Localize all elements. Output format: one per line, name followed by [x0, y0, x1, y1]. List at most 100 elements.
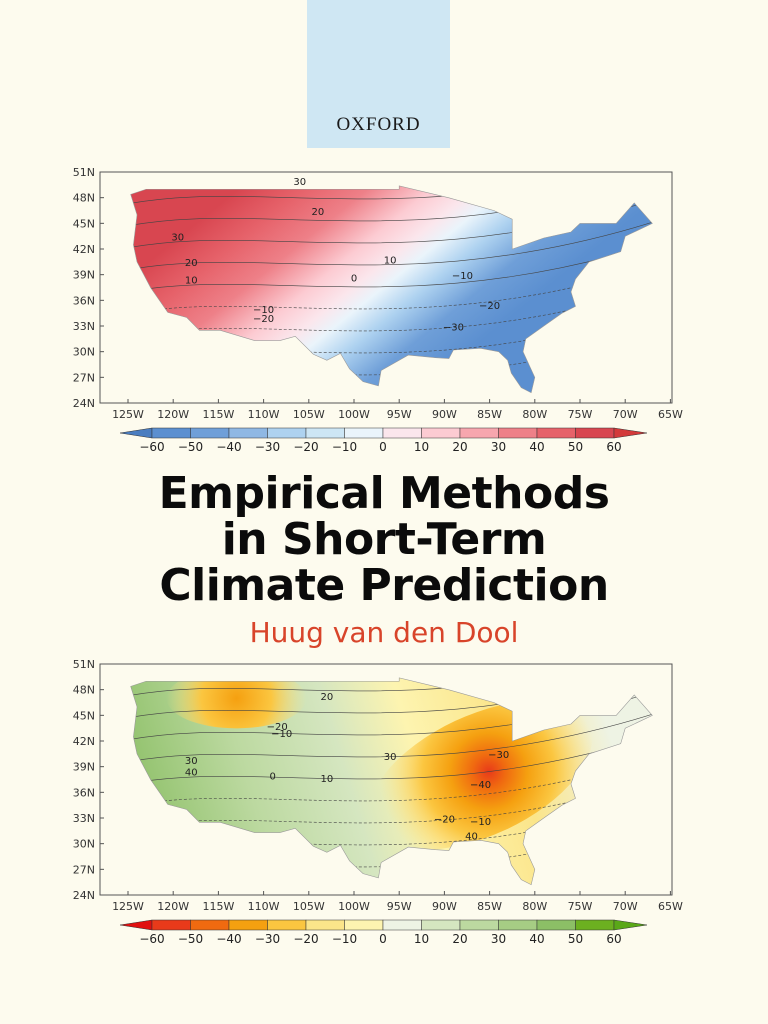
lat-label: 30N — [73, 346, 95, 359]
colorbar-segment — [459, 427, 499, 439]
colorbar-segment — [151, 919, 191, 931]
lon-label: 115W — [202, 408, 234, 421]
colorbar-label: 60 — [606, 932, 621, 946]
colorbar-label: 0 — [379, 932, 387, 946]
lat-label: 33N — [73, 320, 95, 333]
contour-label: −20 — [267, 722, 288, 733]
temperature-anomaly-map-top: 51N 48N 45N 42N 39N 36N 33N 30N 27N 24N 125W 120W 11… — [73, 166, 683, 454]
contour-label: 30 — [293, 177, 306, 188]
lon-label: 75W — [568, 408, 593, 421]
colorbar-label: 30 — [491, 932, 506, 946]
colorbar-segment — [190, 919, 230, 931]
lon-label: 110W — [248, 900, 280, 913]
contour-line — [130, 237, 653, 299]
lat-label: 33N — [73, 812, 95, 825]
dry-anomaly-blob — [368, 700, 593, 850]
colorbar-segment — [421, 427, 461, 439]
contour-label: −30 — [443, 322, 464, 333]
lon-label: 65W — [658, 408, 683, 421]
colorbar-segment — [344, 427, 384, 439]
contour-label: 0 — [351, 274, 357, 285]
colorbar-label: −50 — [178, 440, 203, 454]
colorbar-segment — [459, 919, 499, 931]
colorbar-segment — [575, 919, 615, 931]
contour-label: 20 — [311, 207, 324, 218]
contour-line — [130, 259, 653, 321]
colorbar-label: 50 — [568, 440, 583, 454]
colorbar-label: −40 — [216, 932, 241, 946]
contour-label: −30 — [488, 750, 509, 761]
colorbar-label: −40 — [216, 440, 241, 454]
lon-label: 70W — [613, 408, 638, 421]
contour-label: 20 — [321, 692, 334, 703]
lat-label: 27N — [73, 863, 95, 876]
colorbar-label: −30 — [255, 932, 280, 946]
colorbar-label: 50 — [568, 932, 583, 946]
publisher-band — [307, 0, 450, 148]
lon-label: 115W — [202, 900, 234, 913]
colorbar-label: −50 — [178, 932, 203, 946]
colorbar-segment — [536, 919, 576, 931]
lon-label: 120W — [157, 408, 189, 421]
contour-line — [130, 773, 653, 835]
colorbar-segment — [305, 919, 345, 931]
colorbar-segment — [267, 919, 307, 931]
book-title-line-2: in Short-Term — [221, 514, 547, 565]
colorbar-label: −30 — [255, 440, 280, 454]
lon-label: 110W — [248, 408, 280, 421]
colorbar-segment — [305, 427, 345, 439]
lat-label: 45N — [73, 217, 95, 230]
contour-label: 40 — [185, 767, 198, 778]
lon-label: 65W — [658, 900, 683, 913]
lat-label: 24N — [73, 397, 95, 410]
lat-label: 45N — [73, 709, 95, 722]
contour-line — [130, 707, 653, 769]
contour-label: −10 — [470, 817, 491, 828]
colorbar-label: −20 — [293, 932, 318, 946]
contour-label: −10 — [253, 305, 274, 316]
lon-label: 120W — [157, 900, 189, 913]
contour-label: 20 — [185, 258, 198, 269]
colorbar-label: 30 — [491, 440, 506, 454]
colorbar-segment — [382, 919, 422, 931]
lat-label: 48N — [73, 192, 95, 205]
colorbar-label: 20 — [452, 932, 467, 946]
contour-label: −20 — [434, 814, 455, 825]
colorbar-segment — [151, 427, 191, 439]
lat-label: 51N — [73, 658, 95, 671]
colorbar-segment — [421, 919, 461, 931]
lon-label: 75W — [568, 900, 593, 913]
precipitation-anomaly-map-bottom: 51N 48N 45N 42N 39N 36N 33N 30N 27N 24N 125W 120W 11… — [73, 658, 683, 946]
contour-label: 10 — [185, 275, 198, 286]
colorbar-segment — [344, 919, 384, 931]
colorbar-label: −60 — [139, 440, 164, 454]
lon-label: 80W — [522, 408, 547, 421]
contour-line — [130, 729, 653, 791]
contour-label: −20 — [479, 301, 500, 312]
contour-label: 10 — [321, 774, 334, 785]
colorbar-left-arrow — [119, 919, 153, 931]
contour-label: −10 — [452, 271, 473, 282]
lon-label: 95W — [387, 900, 412, 913]
lat-label: 48N — [73, 684, 95, 697]
contour-label: 40 — [465, 831, 478, 842]
northwest-anomaly-blob — [166, 677, 307, 729]
lat-label: 39N — [73, 269, 95, 282]
colorbar-label: 20 — [452, 440, 467, 454]
lon-label: 85W — [477, 408, 502, 421]
contour-label: 0 — [269, 772, 275, 783]
colorbar-label: −20 — [293, 440, 318, 454]
colorbar-segment — [228, 427, 268, 439]
contour-line — [130, 281, 653, 343]
contour-line — [130, 185, 653, 211]
lat-label: 51N — [73, 166, 95, 179]
colorbar-segment — [498, 427, 538, 439]
lon-label: 100W — [338, 900, 370, 913]
us-coastline — [130, 185, 653, 394]
lat-label: 36N — [73, 294, 95, 307]
contour-label: 30 — [384, 752, 397, 763]
contour-line — [130, 215, 653, 277]
contour-label: 10 — [384, 256, 397, 267]
colorbar-label: 10 — [414, 440, 429, 454]
colorbar-segment — [228, 919, 268, 931]
